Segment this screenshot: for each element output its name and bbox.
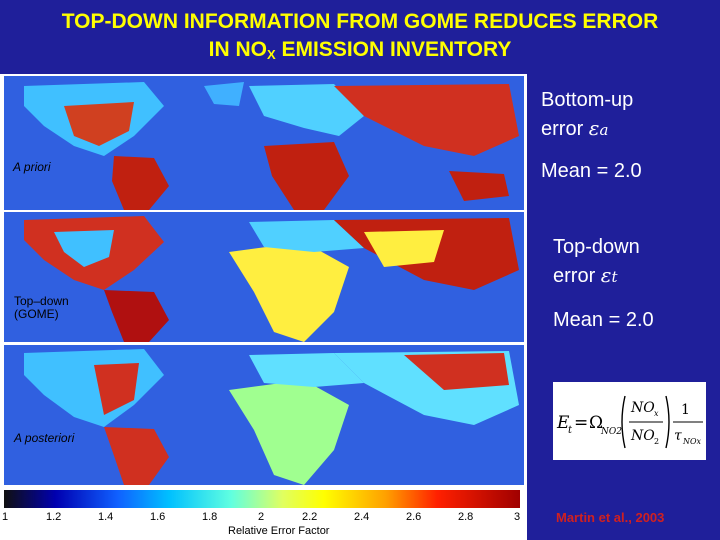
panel-label-a-posteriori: A posteriori [14, 431, 75, 445]
title-line-2: IN NOX EMISSION INVENTORY [0, 36, 720, 69]
map-panel-top-down: Top–down (GOME) [4, 212, 524, 342]
svg-text:NO: NO [630, 400, 655, 416]
svg-text:t: t [568, 425, 573, 436]
colorbar-tick: 3 [514, 511, 521, 523]
bottom-up-line-2: error εa [541, 114, 633, 144]
svg-text:NO2: NO2 [600, 427, 622, 437]
svg-text:τ: τ [674, 428, 682, 444]
citation: Martin et al., 2003 [556, 510, 665, 525]
colorbar-tick: 2.2 [302, 511, 318, 523]
svg-text:1: 1 [681, 402, 690, 418]
panel-label-a-priori: A priori [13, 160, 51, 174]
map-panel-a-posteriori: A posteriori [4, 345, 524, 485]
slide-title: TOP-DOWN INFORMATION FROM GOME REDUCES E… [0, 8, 720, 69]
svg-text:Ω: Ω [589, 413, 603, 433]
title-subscript: X [266, 47, 276, 62]
epsilon-subscript: t [611, 268, 618, 286]
colorbar-tick: 1.2 [46, 511, 62, 523]
colorbar-tick: 1.4 [98, 511, 114, 523]
map-panel-a-priori: A priori [4, 76, 524, 210]
error-maps-figure: A priori Top–down (GOME) A posterior [0, 74, 527, 540]
epsilon-subscript: a [599, 121, 609, 139]
top-down-error-text: error [553, 265, 601, 287]
colorbar-tick: 1 [2, 511, 9, 523]
map-top-down-image [4, 212, 524, 342]
top-down-line-2: error εt [553, 261, 640, 291]
colorbar-tick: 2.8 [458, 511, 474, 523]
formula-drawing: E t = Ω NO2 NO x NO 2 1 τ NOx [556, 395, 703, 449]
svg-text:=: = [574, 413, 588, 433]
svg-text:NO: NO [630, 428, 655, 444]
mean-a-priori: Mean = 2.0 [541, 160, 642, 182]
map-a-priori-image [4, 76, 524, 210]
bottom-up-error-text: error [541, 118, 589, 140]
title-line-1: TOP-DOWN INFORMATION FROM GOME REDUCES E… [61, 10, 659, 33]
epsilon-symbol: ε [600, 263, 612, 287]
colorbar-label: Relative Error Factor [228, 525, 330, 537]
colorbar [4, 490, 520, 508]
panel-label-top-down: Top–down [14, 294, 69, 308]
bottom-up-line-1: Bottom-up [541, 89, 634, 111]
colorbar-tick: 1.6 [150, 511, 166, 523]
title-line-2-suffix: EMISSION INVENTORY [275, 38, 512, 61]
mean-top-down: Mean = 2.0 [553, 309, 654, 331]
bottom-up-error-label: Bottom-up error εa [541, 86, 633, 144]
epsilon-symbol: ε [588, 116, 600, 140]
svg-text:2: 2 [654, 437, 659, 446]
formula-image: E t = Ω NO2 NO x NO 2 1 τ NOx [553, 382, 706, 460]
title-line-2-prefix: IN NO [208, 38, 267, 61]
svg-text:E: E [556, 413, 570, 433]
svg-text:NOx: NOx [682, 437, 702, 446]
colorbar-tick: 1.8 [202, 511, 218, 523]
colorbar-tick: 2.4 [354, 511, 370, 523]
colorbar-tick: 2.6 [406, 511, 422, 523]
panel-label-gome: (GOME) [14, 307, 59, 321]
colorbar-tick: 2 [258, 511, 265, 523]
top-down-line-1: Top-down [553, 236, 640, 258]
top-down-error-label: Top-down error εt [553, 233, 640, 291]
map-a-posteriori-image [4, 345, 524, 485]
svg-text:x: x [654, 409, 659, 418]
